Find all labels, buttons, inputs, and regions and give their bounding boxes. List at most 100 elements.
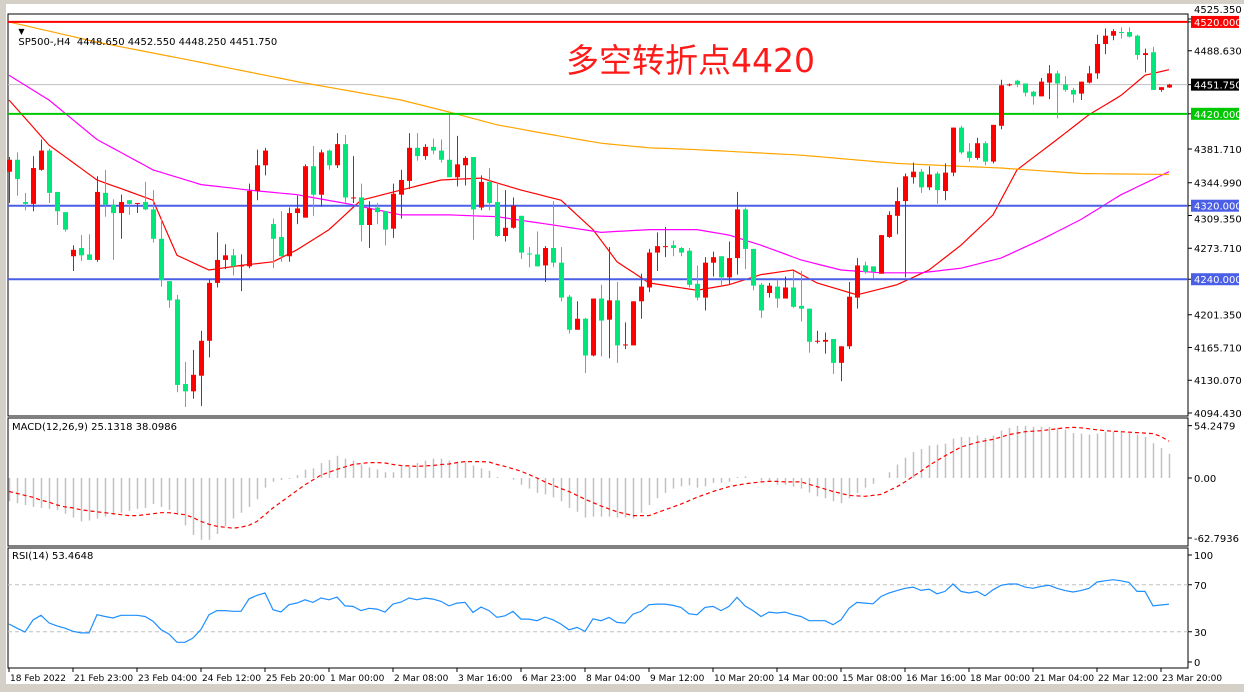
candle-body xyxy=(71,249,76,257)
candle xyxy=(303,164,308,218)
rsi-panel-border xyxy=(7,547,1189,669)
top-frame xyxy=(0,0,1244,4)
level-label-support: 4320.000 xyxy=(1194,202,1242,213)
candle-body xyxy=(191,374,196,392)
candle xyxy=(175,294,180,393)
candle-body xyxy=(111,204,116,214)
candle-body xyxy=(199,340,204,376)
candle xyxy=(759,282,764,318)
candle xyxy=(1087,66,1092,84)
price-tick-label: 4309.350 xyxy=(1194,215,1242,226)
candle-body xyxy=(247,191,252,267)
candle-body xyxy=(343,144,348,198)
macd-header: MACD(12,26,9) 25.1318 38.0986 xyxy=(12,422,178,433)
candle-body xyxy=(1031,91,1036,97)
candle-body xyxy=(535,254,540,267)
candle xyxy=(927,166,932,191)
candle-body xyxy=(391,193,396,229)
candle-body xyxy=(207,282,212,341)
candle-body xyxy=(1119,32,1124,34)
candle-body xyxy=(15,159,20,180)
candle-body xyxy=(263,150,268,166)
candle-body xyxy=(559,262,564,298)
candle-body xyxy=(791,287,796,307)
candle-body xyxy=(719,256,724,278)
candle xyxy=(1135,34,1140,60)
candle-body xyxy=(919,171,924,188)
candle-body xyxy=(127,200,132,204)
candle xyxy=(495,182,500,237)
candle xyxy=(439,139,444,163)
candle-body xyxy=(287,213,292,257)
candle xyxy=(1159,87,1164,92)
candle-body xyxy=(55,191,60,212)
candle xyxy=(327,149,332,170)
candle xyxy=(423,144,428,160)
price-tick-label: 4381.710 xyxy=(1194,145,1242,156)
candle xyxy=(15,152,20,196)
candle-body xyxy=(831,338,836,363)
candle xyxy=(791,270,796,308)
candle xyxy=(647,248,652,293)
candle-body xyxy=(231,255,236,267)
candle-body xyxy=(687,250,692,285)
candle-body xyxy=(1159,87,1164,90)
candle xyxy=(479,175,484,211)
candle xyxy=(1039,77,1044,97)
candle xyxy=(799,270,804,322)
candle xyxy=(1167,83,1172,88)
candle-body xyxy=(1111,31,1116,36)
candle xyxy=(959,125,964,155)
price-tick-label: 4273.710 xyxy=(1194,244,1242,255)
candle xyxy=(999,79,1004,130)
candle-body xyxy=(135,202,140,204)
candle-body xyxy=(463,157,468,166)
candle xyxy=(199,330,204,407)
level-label-support-box xyxy=(1191,273,1239,286)
candle xyxy=(1031,90,1036,105)
candle-body xyxy=(671,245,676,248)
candle xyxy=(463,156,468,186)
candle xyxy=(455,135,460,187)
level-label-pivot-box xyxy=(1191,107,1239,120)
candle xyxy=(839,346,844,382)
candle-body xyxy=(407,147,412,181)
candle xyxy=(639,273,644,319)
candle xyxy=(295,195,300,225)
candle-body xyxy=(399,179,404,195)
candle xyxy=(239,254,244,292)
candle-body xyxy=(439,150,444,160)
candle-body xyxy=(39,150,44,170)
macd-signal-line xyxy=(8,426,1170,529)
candle xyxy=(415,133,420,161)
candle xyxy=(63,212,68,232)
candle-body xyxy=(239,265,244,267)
candle xyxy=(79,235,84,261)
candle-body xyxy=(471,157,476,210)
candle-body xyxy=(423,146,428,157)
candle xyxy=(951,127,956,177)
candle xyxy=(823,332,828,354)
candle xyxy=(23,192,28,211)
moving-average-ma_slow xyxy=(8,21,1170,176)
candle xyxy=(511,197,516,229)
candle-body xyxy=(175,299,180,385)
candle-body xyxy=(959,127,964,153)
candle-body xyxy=(431,146,436,151)
candle xyxy=(359,183,364,242)
collapse-triangle-icon[interactable]: ▼ xyxy=(18,27,25,36)
candle-body xyxy=(183,383,188,392)
candle xyxy=(751,248,756,291)
candle xyxy=(191,349,196,399)
candle-body xyxy=(1015,80,1020,85)
candle xyxy=(447,114,452,178)
candle-body xyxy=(767,285,772,294)
candle-body xyxy=(655,246,660,253)
candle-body xyxy=(63,212,68,230)
candle xyxy=(1055,70,1060,119)
candle xyxy=(151,190,156,243)
moving-average-ma_fast xyxy=(8,69,1170,296)
candle xyxy=(135,202,140,214)
time-tick-label: 23 Mar 20:00 xyxy=(1162,674,1222,684)
candle xyxy=(39,139,44,171)
